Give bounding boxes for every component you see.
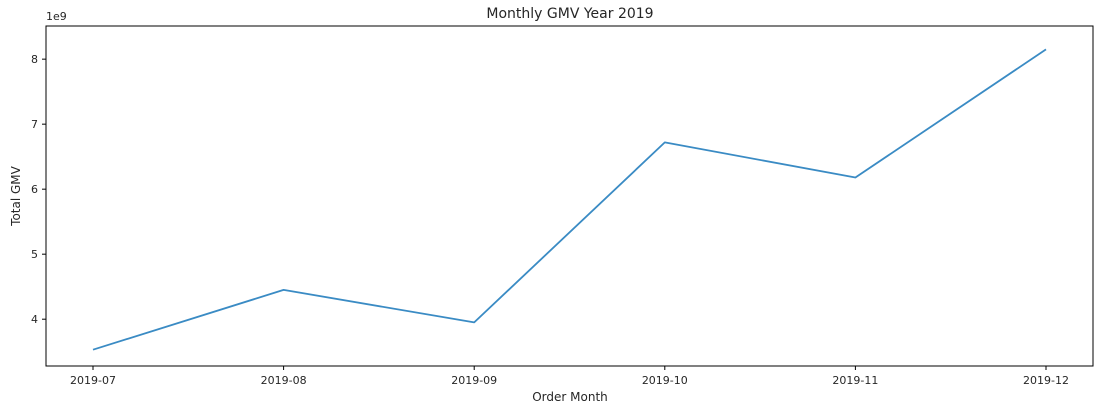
x-tick-label: 2019-09 <box>451 374 497 387</box>
y-tick-label: 4 <box>31 313 38 326</box>
x-tick-label: 2019-11 <box>832 374 878 387</box>
series-layer <box>92 48 1047 351</box>
y-axis-label: Total GMV <box>9 165 23 226</box>
chart-title: Monthly GMV Year 2019 <box>486 6 653 22</box>
x-tick-label: 2019-12 <box>1023 374 1069 387</box>
y-tick-label: 6 <box>31 183 38 196</box>
y-scale-label: 1e9 <box>46 10 67 23</box>
x-tick-label: 2019-07 <box>70 374 116 387</box>
series-line <box>92 48 1047 351</box>
y-tick-label: 8 <box>31 53 38 66</box>
x-axis-label: Order Month <box>532 390 608 404</box>
y-tick-label: 5 <box>31 248 38 261</box>
y-tick-label: 7 <box>31 118 38 131</box>
y-axis: 4 5 6 7 8 <box>31 53 46 326</box>
plot-frame <box>45 25 1094 367</box>
x-axis: 2019-07 2019-08 2019-09 2019-10 2019-11 2019-… <box>70 366 1069 387</box>
x-tick-label: 2019-10 <box>642 374 688 387</box>
x-tick-label: 2019-08 <box>261 374 307 387</box>
